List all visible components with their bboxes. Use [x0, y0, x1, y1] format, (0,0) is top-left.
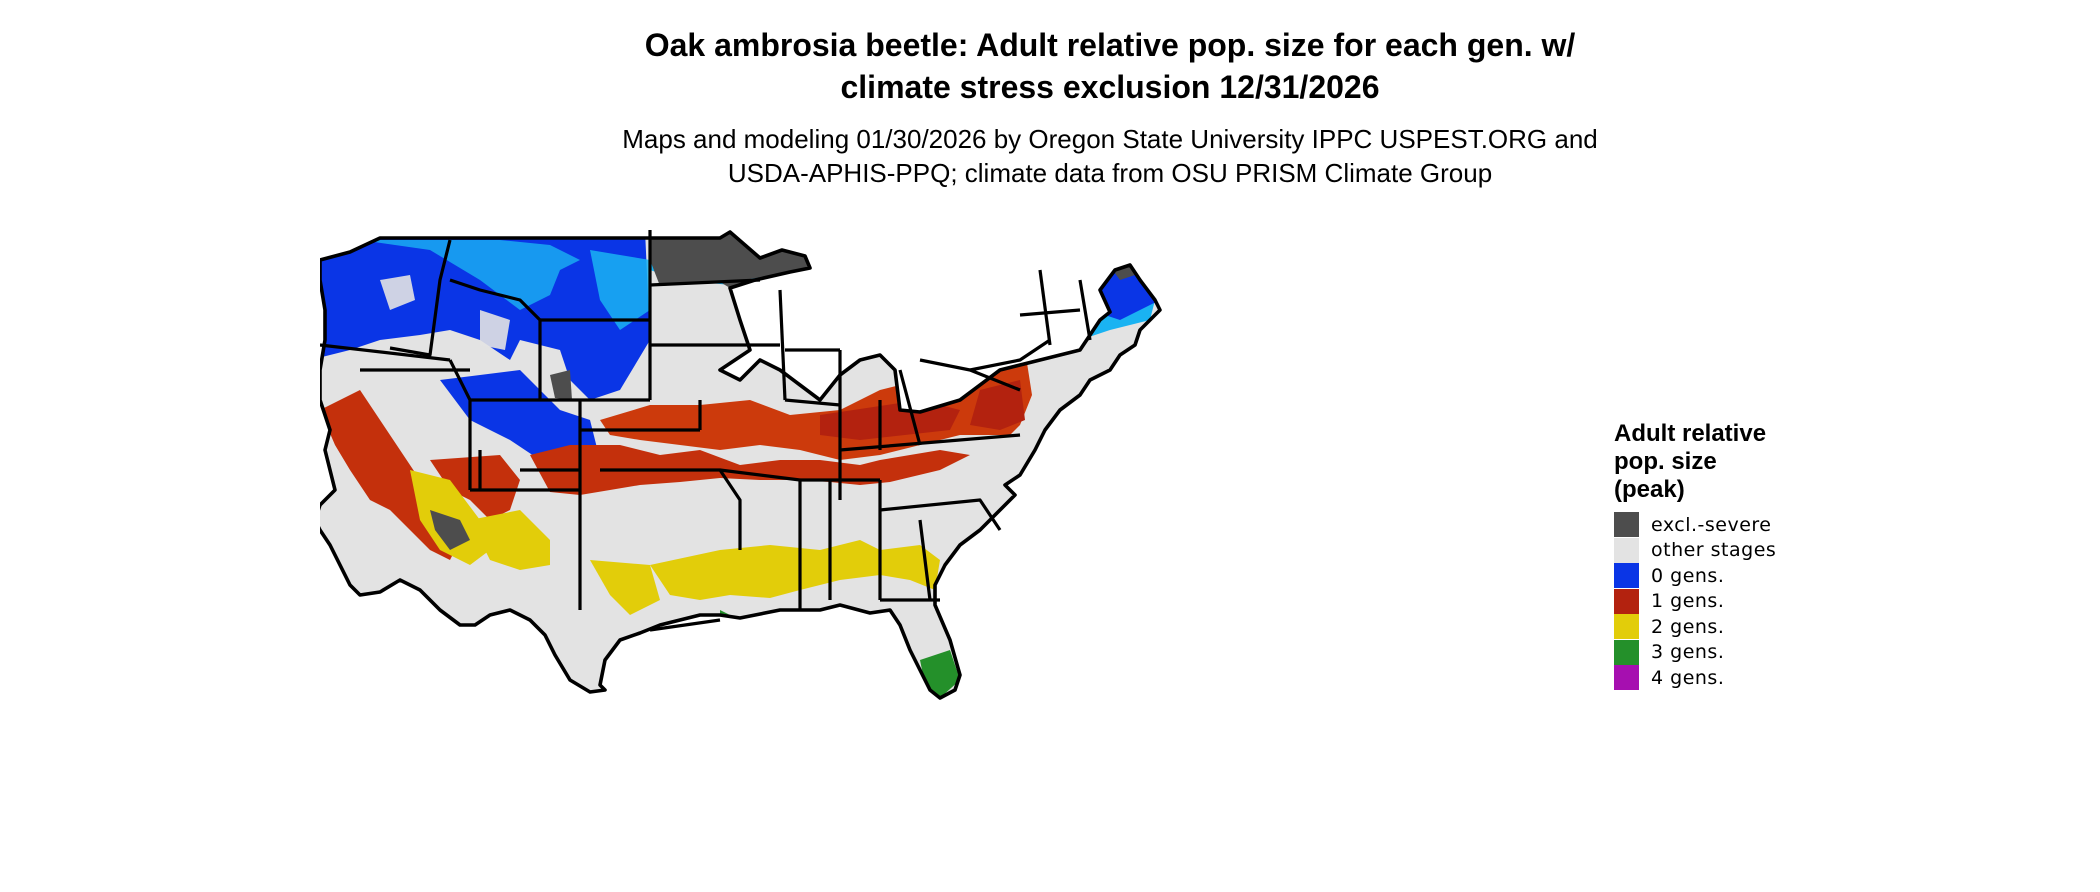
- us-map: [320, 220, 1590, 890]
- legend-swatch: [1614, 537, 1639, 563]
- us-map-svg: [320, 230, 1162, 700]
- legend-swatch: [1614, 665, 1639, 691]
- legend-item-1-gens: 1 gens.: [1614, 588, 1814, 615]
- legend-item-2-gens: 2 gens.: [1614, 614, 1814, 640]
- legend-item-4-gens: 4 gens.: [1614, 665, 1814, 691]
- legend-label: 2 gens.: [1651, 615, 1725, 638]
- legend-label: 0 gens.: [1651, 564, 1725, 587]
- legend-item-3-gens: 3 gens.: [1614, 639, 1814, 666]
- legend-item-other-stages: other stages: [1614, 537, 1814, 564]
- legend-label: other stages: [1651, 539, 1777, 562]
- legend-swatch: [1614, 639, 1639, 665]
- legend-label: 3 gens.: [1651, 641, 1725, 664]
- legend-swatch: [1614, 512, 1639, 538]
- legend-item-excl-severe: excl.-severe: [1614, 512, 1814, 538]
- map-title: Oak ambrosia beetle: Adult relative pop.…: [320, 24, 1900, 108]
- subtitle-line-1: Maps and modeling 01/30/2026 by Oregon S…: [622, 124, 1598, 154]
- legend-swatch: [1614, 614, 1639, 640]
- legend-label: 1 gens.: [1651, 590, 1725, 613]
- map-legend: Adult relative pop. size (peak) excl.-se…: [1614, 420, 1814, 691]
- legend-label: 4 gens.: [1651, 666, 1725, 689]
- title-line-1: Oak ambrosia beetle: Adult relative pop.…: [644, 27, 1576, 63]
- legend-item-0-gens: 0 gens.: [1614, 563, 1814, 589]
- legend-label: excl.-severe: [1651, 513, 1772, 536]
- subtitle-line-2: USDA-APHIS-PPQ; climate data from OSU PR…: [727, 158, 1493, 188]
- legend-title-line-2: pop. size: [1614, 448, 1717, 475]
- map-subtitle: Maps and modeling 01/30/2026 by Oregon S…: [320, 122, 1900, 190]
- legend-title-line-3: (peak): [1614, 476, 1685, 503]
- legend-swatch: [1614, 563, 1639, 589]
- legend-swatch: [1614, 588, 1639, 614]
- title-line-2: climate stress exclusion 12/31/2026: [840, 69, 1380, 105]
- legend-title-line-1: Adult relative: [1614, 420, 1767, 447]
- legend-title: Adult relative pop. size (peak): [1614, 420, 1814, 504]
